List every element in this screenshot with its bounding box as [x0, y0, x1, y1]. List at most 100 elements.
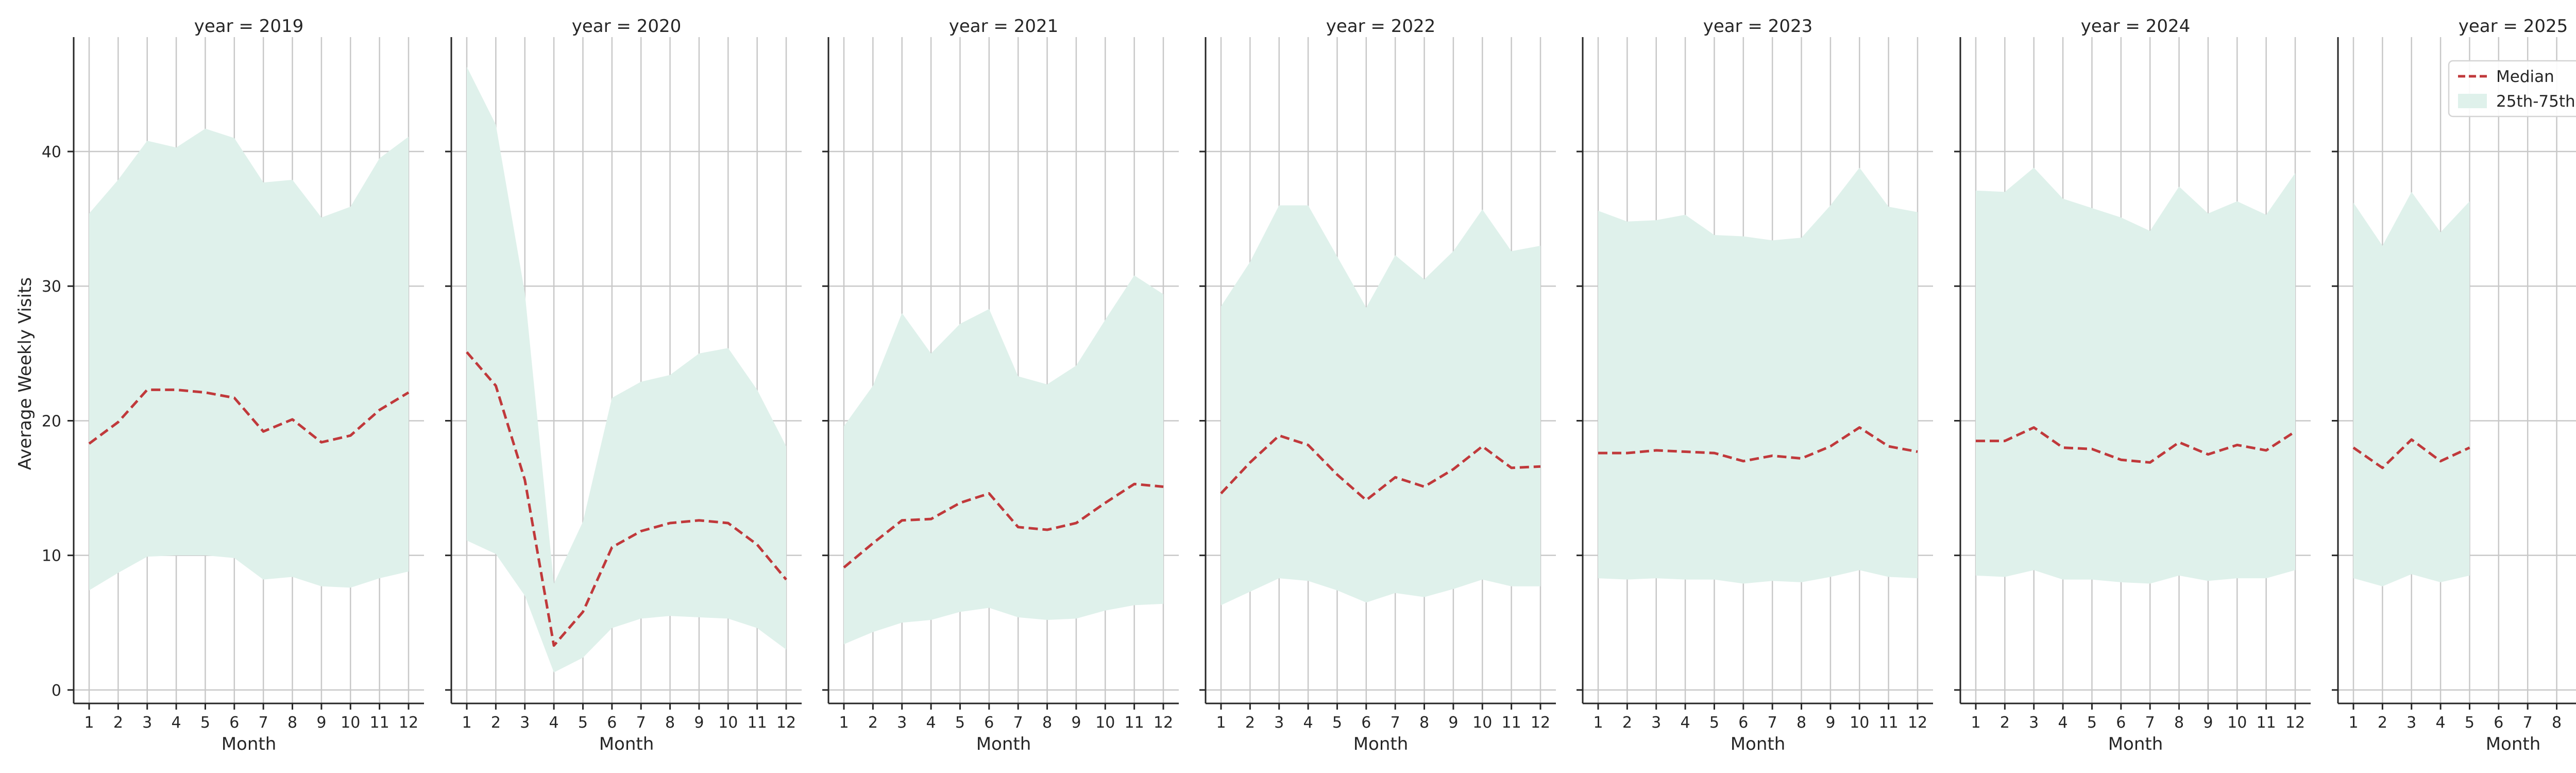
- median-line: [1220, 434, 1541, 502]
- x-tick-label: 1: [1971, 714, 1980, 732]
- percentile-band: [1976, 167, 2295, 584]
- x-tick-label: 2: [1622, 714, 1632, 732]
- x-tick-label: 8: [2552, 714, 2562, 732]
- x-tick-label: 3: [520, 714, 530, 732]
- y-tick-label: 0: [52, 682, 61, 700]
- panel-title: year = 2019: [194, 16, 303, 37]
- x-tick-label: 6: [1361, 714, 1371, 732]
- x-tick-label: 1: [1593, 714, 1603, 732]
- x-tick-label: 5: [200, 714, 210, 732]
- y-tick-label: 30: [42, 278, 61, 296]
- x-tick-label: 10: [341, 714, 360, 732]
- x-tick-label: 9: [1448, 714, 1458, 732]
- x-tick-label: 10: [2227, 714, 2247, 732]
- x-tick-label: 4: [549, 714, 559, 732]
- x-tick-label: 7: [1768, 714, 1777, 732]
- panel-title: year = 2020: [572, 16, 681, 37]
- x-tick-label: 2: [868, 714, 878, 732]
- y-axis-label: Average Weekly Visits: [15, 277, 36, 470]
- x-tick-label: 4: [926, 714, 936, 732]
- x-tick-label: 11: [370, 714, 389, 732]
- x-tick-label: 5: [1332, 714, 1342, 732]
- panel-title: year = 2023: [1703, 16, 1812, 37]
- x-tick-label: 12: [1154, 714, 1173, 732]
- x-axis-label: Month: [2108, 734, 2163, 754]
- median-line: [466, 351, 787, 647]
- x-tick-label: 2: [491, 714, 501, 732]
- x-tick-label: 1: [1216, 714, 1226, 732]
- x-tick-label: 1: [2348, 714, 2358, 732]
- x-tick-label: 9: [1071, 714, 1081, 732]
- x-tick-label: 7: [1013, 714, 1023, 732]
- legend-label: 25th-75th Percentile: [2496, 92, 2576, 111]
- x-tick-label: 4: [2436, 714, 2446, 732]
- x-tick-label: 4: [1681, 714, 1690, 732]
- x-axis-label: Month: [1731, 734, 1786, 754]
- x-tick-label: 12: [1908, 714, 1927, 732]
- x-tick-label: 6: [2116, 714, 2126, 732]
- x-tick-label: 3: [1651, 714, 1661, 732]
- x-axis-label: Month: [599, 734, 654, 754]
- x-tick-label: 1: [462, 714, 471, 732]
- y-tick-label: 20: [42, 412, 61, 430]
- x-axis-label: Month: [2486, 734, 2541, 754]
- x-tick-label: 6: [607, 714, 617, 732]
- x-tick-label: 8: [1042, 714, 1052, 732]
- x-tick-label: 5: [2465, 714, 2475, 732]
- x-tick-label: 7: [2145, 714, 2155, 732]
- x-tick-label: 3: [897, 714, 907, 732]
- percentile-band: [1598, 167, 1918, 584]
- x-tick-label: 12: [2285, 714, 2305, 732]
- x-tick-label: 2: [2000, 714, 2010, 732]
- x-tick-label: 11: [1879, 714, 1899, 732]
- x-tick-label: 9: [694, 714, 704, 732]
- y-tick-label: 10: [42, 547, 61, 565]
- panel-title: year = 2025: [2459, 16, 2568, 37]
- x-tick-label: 7: [636, 714, 646, 732]
- median-line: [1598, 426, 1918, 463]
- x-tick-label: 3: [142, 714, 152, 732]
- x-tick-label: 10: [1095, 714, 1115, 732]
- x-tick-label: 6: [1738, 714, 1748, 732]
- median-line: [2352, 438, 2470, 469]
- percentile-band: [1221, 205, 1540, 606]
- x-tick-label: 3: [2406, 714, 2416, 732]
- x-tick-label: 10: [718, 714, 738, 732]
- panel-title: year = 2021: [949, 16, 1058, 37]
- x-tick-label: 10: [1850, 714, 1869, 732]
- x-tick-label: 2: [113, 714, 123, 732]
- x-tick-label: 4: [1303, 714, 1313, 732]
- x-tick-label: 4: [2058, 714, 2068, 732]
- x-tick-label: 8: [1419, 714, 1429, 732]
- x-tick-label: 12: [399, 714, 418, 732]
- x-tick-label: 11: [1502, 714, 1521, 732]
- median-line: [843, 482, 1164, 569]
- x-tick-label: 3: [1274, 714, 1284, 732]
- x-tick-label: 8: [665, 714, 675, 732]
- x-tick-label: 10: [1472, 714, 1492, 732]
- y-tick-label: 40: [42, 143, 61, 161]
- x-tick-label: 11: [1125, 714, 1144, 732]
- percentile-band: [89, 128, 409, 591]
- x-tick-label: 8: [2174, 714, 2184, 732]
- panel-title: year = 2024: [2081, 16, 2190, 37]
- x-tick-label: 8: [1797, 714, 1806, 732]
- percentile-band: [467, 66, 786, 673]
- x-tick-label: 1: [84, 714, 94, 732]
- x-tick-label: 9: [2203, 714, 2213, 732]
- x-tick-label: 12: [1531, 714, 1550, 732]
- x-tick-label: 5: [955, 714, 965, 732]
- x-axis-label: Month: [1353, 734, 1409, 754]
- x-tick-label: 11: [2257, 714, 2276, 732]
- x-tick-label: 9: [1825, 714, 1835, 732]
- legend[interactable]: Median 25th-75th Percentile: [2448, 60, 2576, 117]
- x-tick-label: 3: [2029, 714, 2039, 732]
- x-tick-label: 7: [1391, 714, 1400, 732]
- x-tick-label: 6: [229, 714, 239, 732]
